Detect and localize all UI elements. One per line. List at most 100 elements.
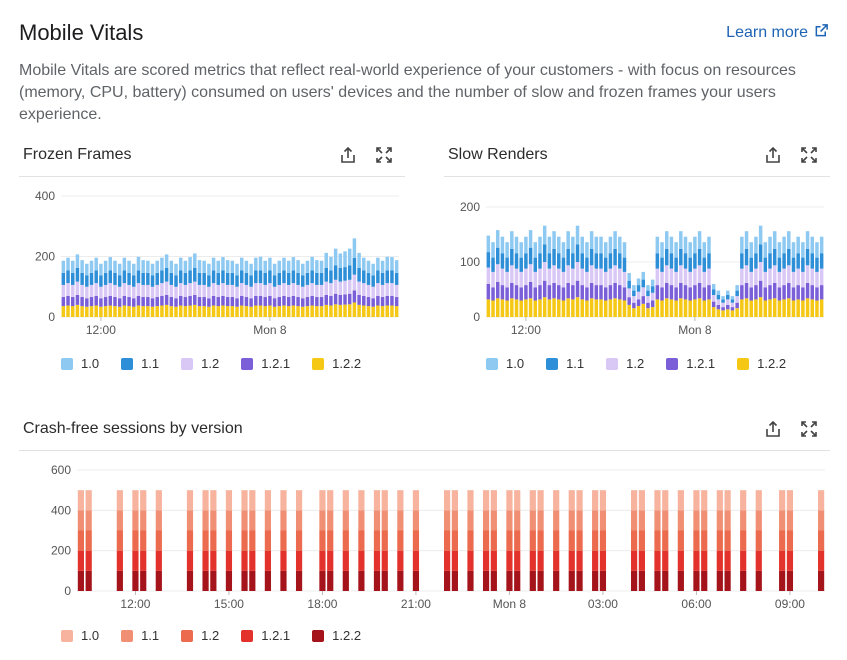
- bar-segment-1-2[interactable]: [674, 271, 678, 288]
- bar-segment-1-2-2[interactable]: [702, 300, 707, 318]
- bar-segment-1-2-1[interactable]: [333, 293, 338, 305]
- bar-segment-1-2[interactable]: [329, 283, 333, 296]
- bar-segment-1-2[interactable]: [716, 530, 723, 551]
- legend-item[interactable]: 1.1: [546, 356, 584, 371]
- bar-segment-1-1[interactable]: [75, 268, 80, 282]
- bar-segment-1-0[interactable]: [679, 231, 683, 249]
- bar-segment-1-1[interactable]: [632, 290, 636, 297]
- bar-segment-1-0[interactable]: [347, 248, 352, 266]
- bar-segment-1-1[interactable]: [371, 275, 375, 287]
- bar-segment-1-1[interactable]: [169, 272, 174, 285]
- bar-segment-1-2-1[interactable]: [650, 300, 655, 308]
- bar-segment-1-1[interactable]: [772, 248, 777, 266]
- bar-segment-1-0[interactable]: [655, 236, 660, 254]
- bar-segment-1-2[interactable]: [669, 268, 674, 286]
- bar-segment-1-0[interactable]: [207, 263, 211, 276]
- bar-segment-1-1[interactable]: [108, 270, 113, 284]
- bar-segment-1-2-1[interactable]: [66, 295, 70, 306]
- bar-segment-1-2[interactable]: [772, 265, 777, 283]
- bar-segment-1-2-2[interactable]: [295, 570, 303, 591]
- learn-more-link[interactable]: Learn more: [726, 23, 829, 43]
- bar-segment-1-2-2[interactable]: [373, 570, 381, 591]
- bar-segment-1-1[interactable]: [818, 510, 825, 531]
- bar-segment-1-1[interactable]: [193, 268, 197, 282]
- bar-segment-1-2-2[interactable]: [160, 305, 164, 318]
- bar-segment-1-2-2[interactable]: [444, 570, 451, 591]
- bar-segment-1-2-2[interactable]: [202, 306, 206, 317]
- bar-segment-1-2[interactable]: [385, 283, 390, 296]
- bar-segment-1-0[interactable]: [697, 231, 702, 249]
- bar-segment-1-2-1[interactable]: [514, 550, 521, 571]
- bar-segment-1-2-2[interactable]: [136, 305, 141, 318]
- bar-segment-1-0[interactable]: [603, 242, 608, 258]
- bar-segment-1-2[interactable]: [580, 268, 584, 286]
- bar-segment-1-2-1[interactable]: [576, 550, 583, 571]
- bar-segment-1-2-2[interactable]: [818, 570, 825, 591]
- bar-segment-1-0[interactable]: [239, 257, 244, 271]
- bar-segment-1-1[interactable]: [225, 272, 230, 285]
- bar-segment-1-2[interactable]: [244, 284, 249, 298]
- bar-segment-1-1[interactable]: [491, 257, 495, 272]
- bar-segment-1-2-1[interactable]: [268, 295, 272, 306]
- bar-segment-1-1[interactable]: [333, 265, 338, 280]
- bar-segment-1-0[interactable]: [211, 257, 216, 271]
- bar-segment-1-0[interactable]: [716, 290, 721, 295]
- bar-segment-1-0[interactable]: [662, 490, 669, 511]
- bar-segment-1-2-2[interactable]: [286, 306, 291, 317]
- bar-segment-1-2-1[interactable]: [186, 550, 194, 571]
- bar-segment-1-2-2[interactable]: [568, 570, 575, 591]
- bar-segment-1-2-1[interactable]: [132, 550, 139, 571]
- bar-segment-1-1[interactable]: [664, 248, 669, 266]
- bar-segment-1-2[interactable]: [136, 283, 141, 296]
- bar-segment-1-2[interactable]: [575, 262, 580, 281]
- bar-segment-1-1[interactable]: [467, 510, 474, 531]
- bar-segment-1-2-2[interactable]: [89, 306, 94, 317]
- bar-segment-1-0[interactable]: [164, 254, 169, 268]
- bar-segment-1-0[interactable]: [225, 490, 233, 511]
- bar-segment-1-2[interactable]: [740, 530, 747, 551]
- bar-segment-1-2-2[interactable]: [342, 570, 349, 591]
- bar-segment-1-2-2[interactable]: [594, 299, 599, 317]
- bar-segment-1-2[interactable]: [758, 262, 763, 281]
- bar-segment-1-2-1[interactable]: [241, 550, 248, 571]
- bar-segment-1-0[interactable]: [585, 242, 589, 258]
- bar-segment-1-0[interactable]: [412, 490, 420, 511]
- bar-segment-1-2-2[interactable]: [631, 570, 638, 591]
- bar-segment-1-2-2[interactable]: [264, 570, 271, 591]
- bar-segment-1-2-1[interactable]: [342, 550, 349, 571]
- bar-segment-1-2-1[interactable]: [225, 550, 233, 571]
- bar-segment-1-0[interactable]: [221, 257, 225, 271]
- bar-segment-1-2[interactable]: [538, 268, 542, 286]
- bar-segment-1-0[interactable]: [338, 253, 343, 268]
- bar-segment-1-0[interactable]: [677, 490, 684, 511]
- bar-segment-1-2-2[interactable]: [815, 300, 819, 318]
- bar-segment-1-0[interactable]: [693, 236, 697, 254]
- bar-segment-1-1[interactable]: [796, 253, 800, 269]
- bar-segment-1-2-2[interactable]: [235, 306, 239, 317]
- bar-segment-1-2-2[interactable]: [296, 306, 300, 317]
- bar-segment-1-0[interactable]: [282, 257, 286, 271]
- bar-segment-1-2-1[interactable]: [272, 298, 277, 307]
- bar-segment-1-2-1[interactable]: [352, 290, 357, 303]
- bar-segment-1-1[interactable]: [94, 270, 98, 284]
- bar-segment-1-2[interactable]: [286, 284, 291, 298]
- bar-segment-1-2-1[interactable]: [664, 282, 669, 299]
- bar-segment-1-1[interactable]: [373, 510, 381, 531]
- bar-segment-1-2-1[interactable]: [505, 287, 509, 301]
- bar-segment-1-2-2[interactable]: [347, 304, 352, 317]
- bar-segment-1-2-1[interactable]: [542, 280, 547, 298]
- bar-segment-1-2-1[interactable]: [677, 550, 684, 571]
- bar-segment-1-2-1[interactable]: [519, 287, 523, 301]
- bar-segment-1-0[interactable]: [150, 263, 155, 276]
- bar-segment-1-2-2[interactable]: [740, 299, 744, 317]
- bar-segment-1-2-1[interactable]: [730, 307, 735, 311]
- bar-segment-1-2-1[interactable]: [632, 302, 636, 309]
- bar-segment-1-2[interactable]: [347, 279, 352, 294]
- bar-segment-1-2-1[interactable]: [763, 287, 768, 301]
- bar-segment-1-0[interactable]: [77, 490, 84, 511]
- bar-segment-1-0[interactable]: [646, 285, 650, 291]
- bar-segment-1-2[interactable]: [412, 530, 420, 551]
- bar-segment-1-1[interactable]: [791, 257, 796, 272]
- bar-segment-1-1[interactable]: [514, 510, 521, 531]
- bar-segment-1-2-2[interactable]: [779, 570, 786, 591]
